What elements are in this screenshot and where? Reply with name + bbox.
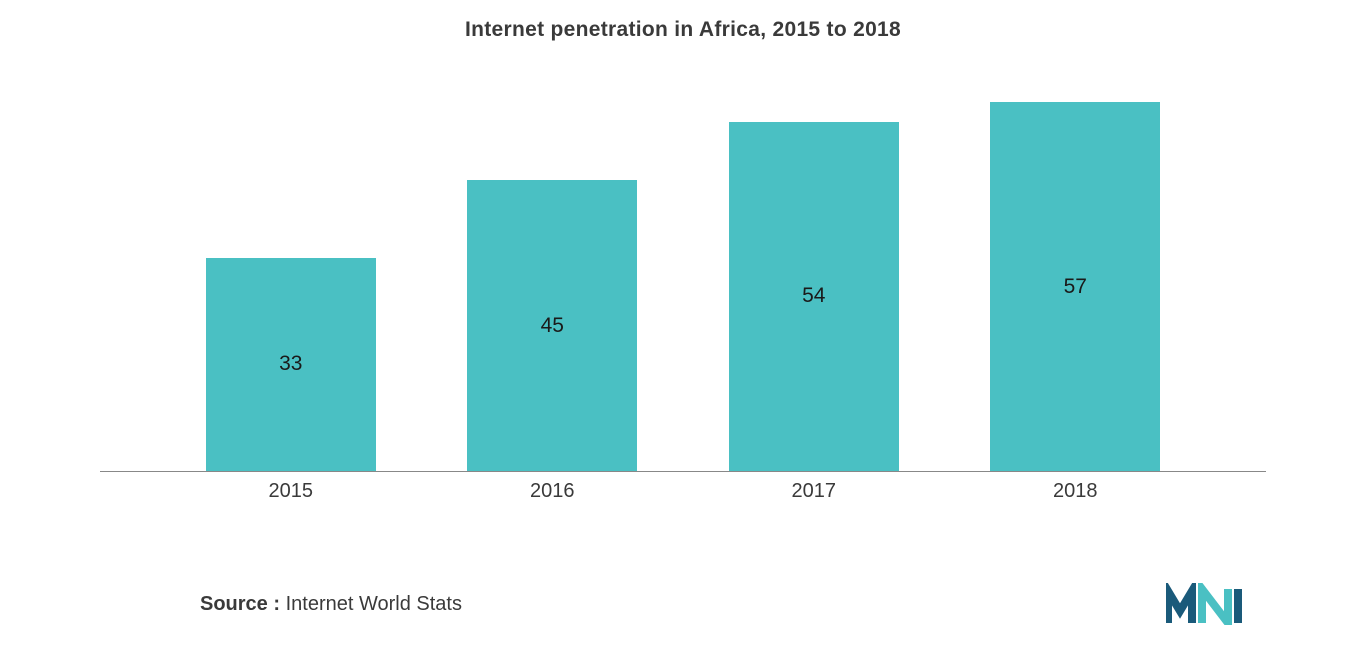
bar: 33 [206,258,376,471]
x-axis-label: 2016 [467,480,637,503]
bar: 54 [729,122,899,471]
chart-container: Internet penetration in Africa, 2015 to … [0,0,1366,655]
bar: 45 [467,180,637,471]
x-axis-label: 2018 [990,480,1160,503]
bar-value-label: 54 [802,284,825,308]
bar-value-label: 57 [1064,275,1087,299]
bar-wrapper: 54 [729,122,899,471]
bar-value-label: 45 [541,314,564,338]
chart-footer: Source : Internet World Stats [100,583,1266,625]
source-value: Internet World Stats [286,593,462,615]
bar-wrapper: 45 [467,180,637,471]
x-axis-labels: 2015 2016 2017 2018 [100,472,1266,503]
bar: 57 [990,102,1160,471]
bar-wrapper: 57 [990,102,1160,471]
source-citation: Source : Internet World Stats [200,593,462,616]
bar-wrapper: 33 [206,258,376,471]
chart-title: Internet penetration in Africa, 2015 to … [100,18,1266,42]
plot-area: 33 45 54 57 [100,82,1266,472]
source-label: Source : [200,593,280,615]
x-axis-label: 2015 [206,480,376,503]
x-axis-label: 2017 [729,480,899,503]
bar-value-label: 33 [279,352,302,376]
mn-logo-icon [1166,583,1246,625]
